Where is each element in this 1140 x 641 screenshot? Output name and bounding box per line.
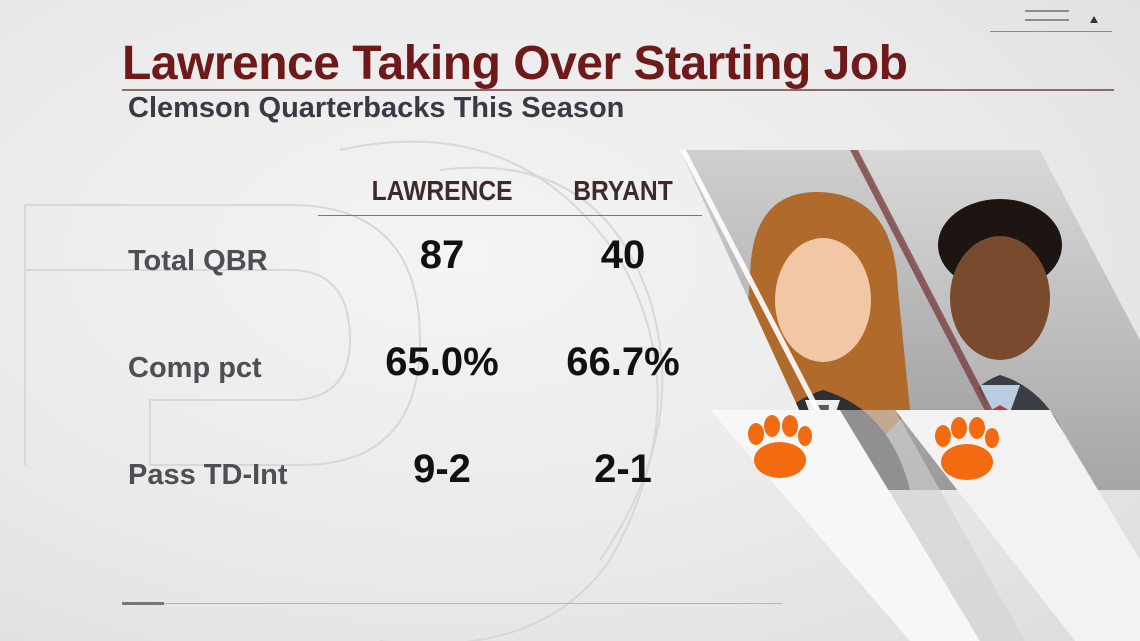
player-photos: [680, 150, 1140, 641]
clemson-paw-icon: [935, 417, 999, 480]
row-label-qbr: Total QBR: [128, 245, 268, 277]
row-label-comp-pct: Comp pct: [128, 352, 262, 384]
row-label-td-int: Pass TD-Int: [128, 459, 288, 491]
page-title: Lawrence Taking Over Starting Job: [122, 37, 908, 90]
column-header-lawrence: LAWRENCE: [371, 175, 513, 206]
cell-lawrence-td-int: 9-2: [413, 447, 471, 491]
clemson-paw-icon: [748, 415, 812, 478]
cell-bryant-comp-pct: 66.7%: [566, 340, 680, 384]
menu-lines-icon: [1025, 10, 1069, 28]
cell-bryant-td-int: 2-1: [594, 447, 652, 491]
bottom-rule: [122, 603, 782, 604]
title-divider: [122, 89, 1114, 91]
header-divider: [318, 215, 702, 216]
triangle-icon: [1090, 16, 1098, 23]
page-subtitle: Clemson Quarterbacks This Season: [128, 92, 625, 124]
column-header-bryant: BRYANT: [573, 175, 673, 206]
top-rule: [990, 31, 1112, 32]
cell-bryant-qbr: 40: [600, 233, 646, 277]
cell-lawrence-qbr: 87: [419, 233, 465, 277]
cell-lawrence-comp-pct: 65.0%: [385, 340, 499, 384]
bottom-dash: [122, 602, 164, 605]
